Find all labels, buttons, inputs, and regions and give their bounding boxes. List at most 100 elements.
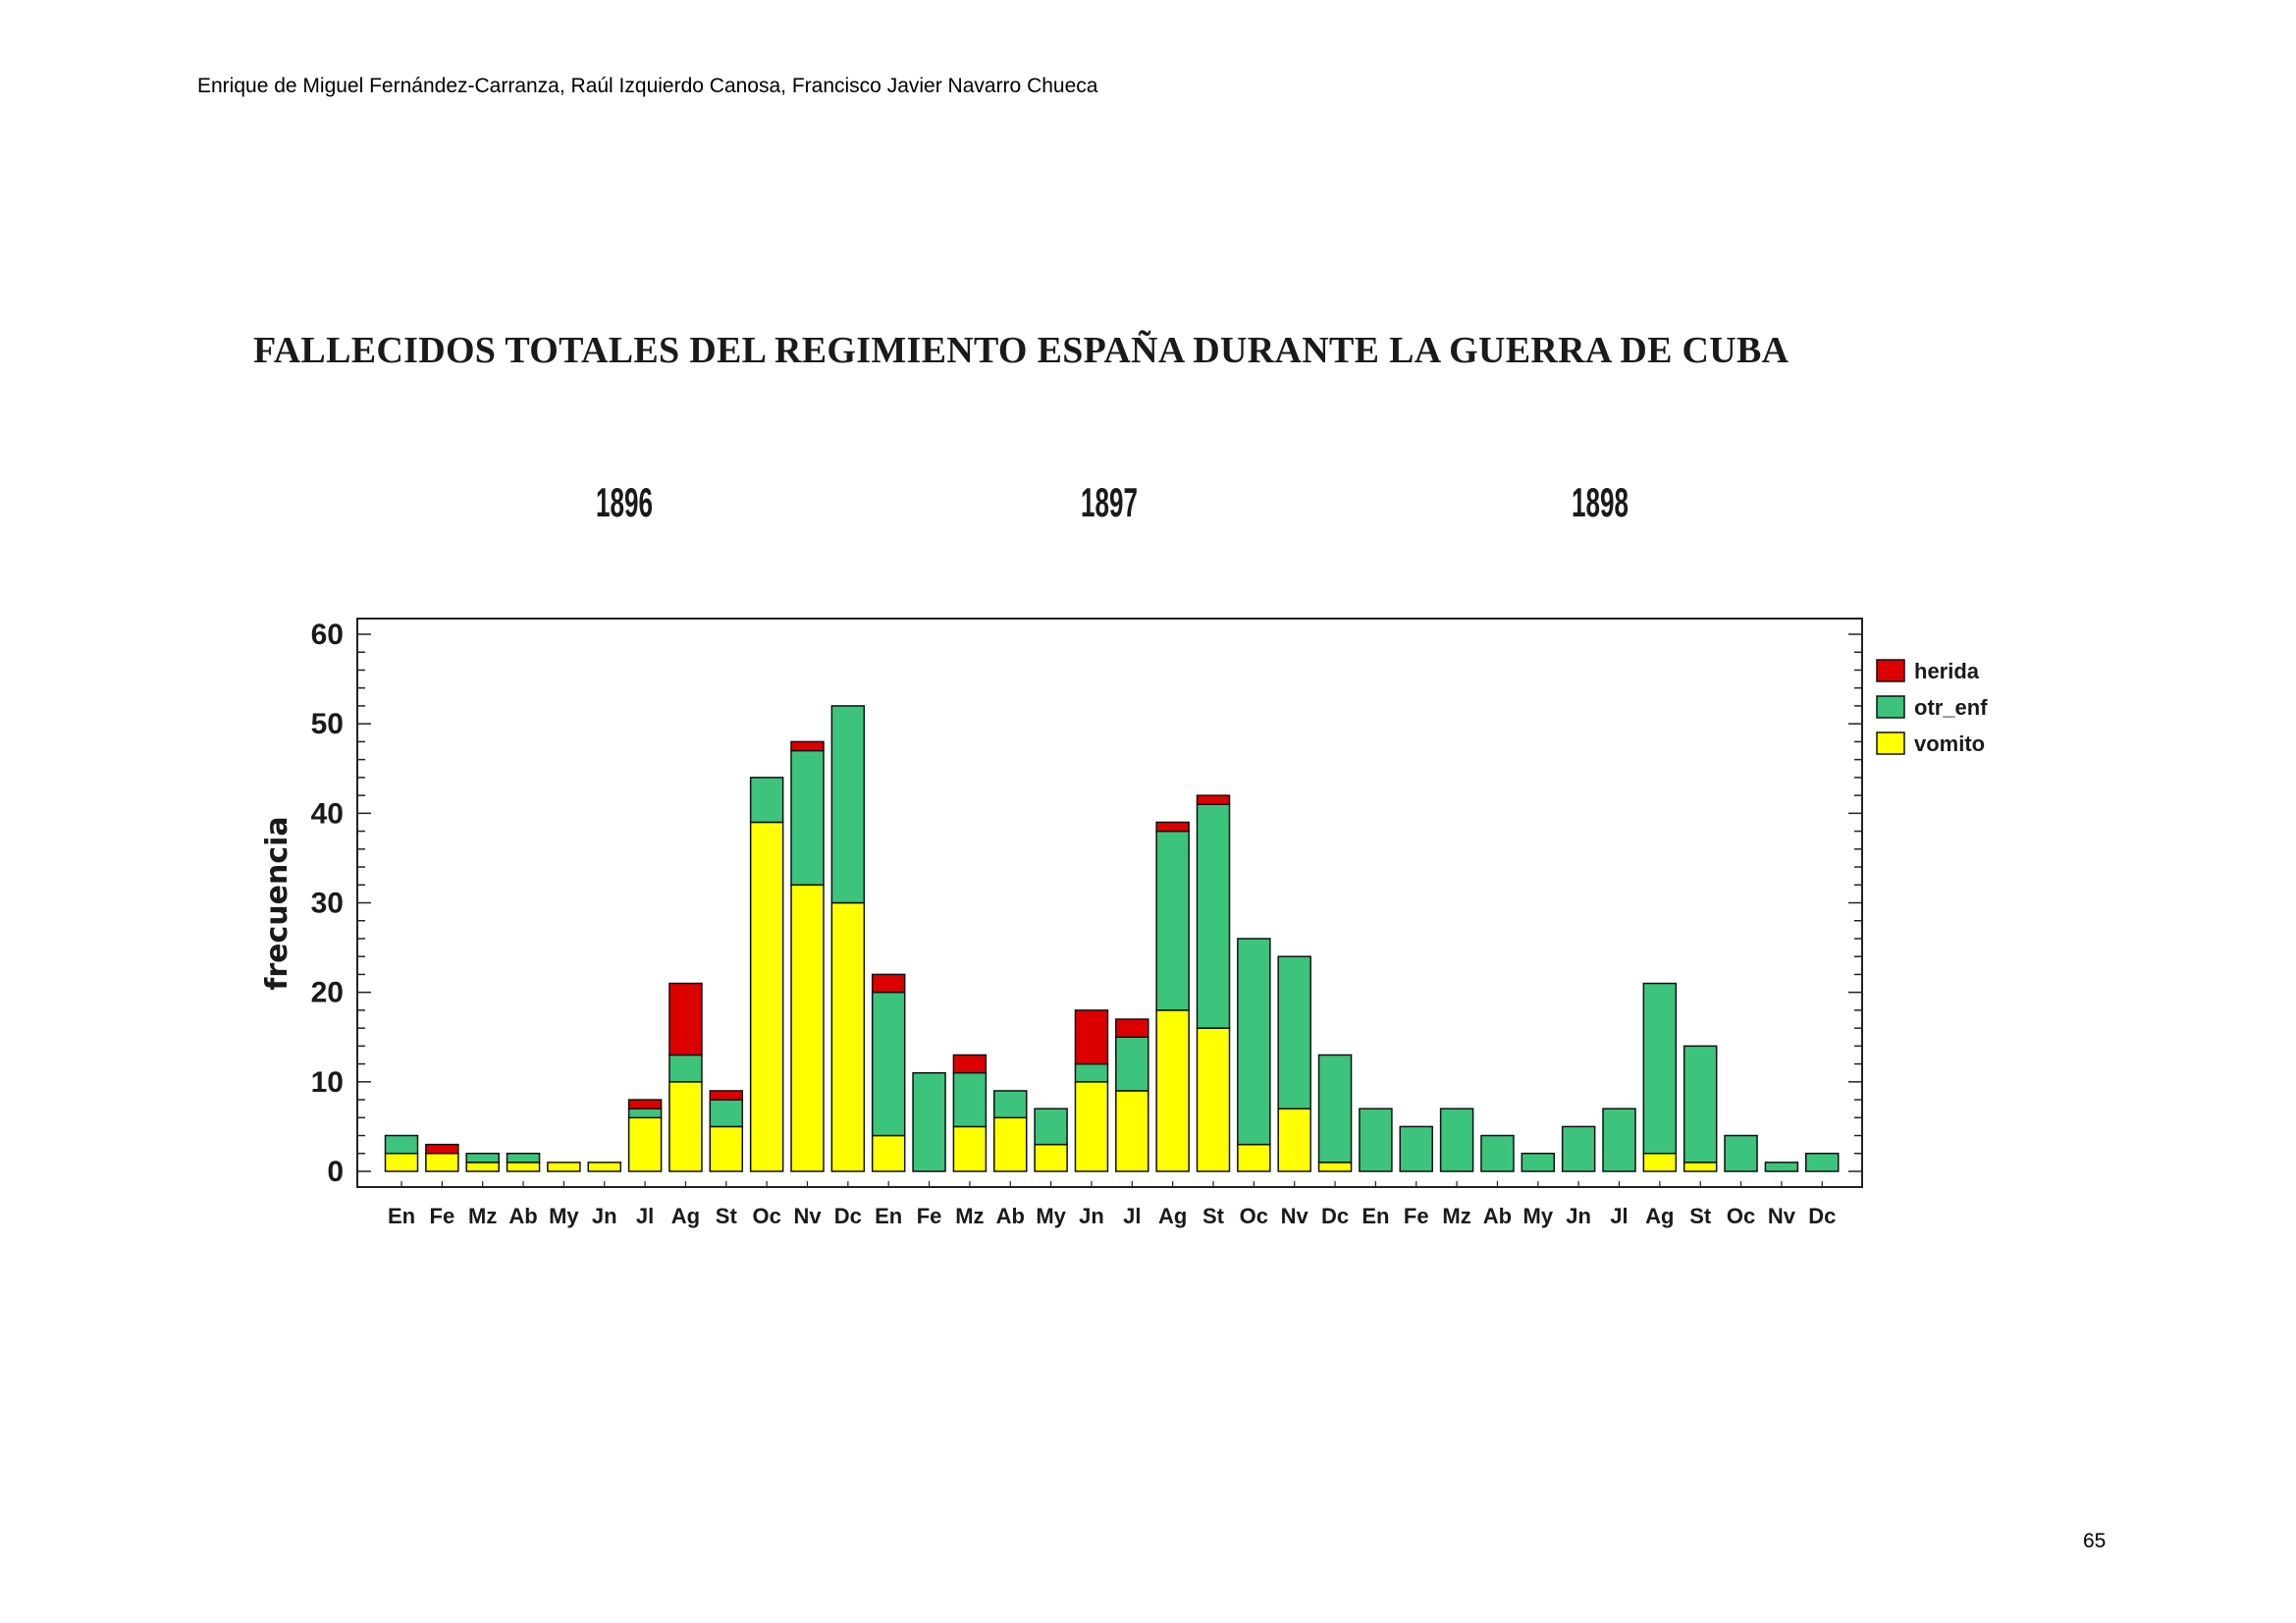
bar-herida (627, 1099, 663, 1109)
x-tick-label: En (875, 1204, 902, 1228)
bar-vomito (384, 1153, 419, 1172)
bar-vomito (709, 1125, 744, 1172)
bar-otr_enf (993, 1090, 1028, 1119)
bar-otr_enf (1277, 955, 1311, 1109)
x-tick-label: Jn (592, 1204, 617, 1228)
x-tick-label: Jl (636, 1204, 654, 1228)
x-tick-label: Ab (1483, 1204, 1512, 1228)
bar-otr_enf (871, 991, 906, 1137)
bar-vomito (952, 1125, 988, 1172)
chart-title: FALLECIDOS TOTALES DEL REGIMIENTO ESPAÑA… (253, 330, 1789, 371)
bar-otr_enf (1237, 938, 1271, 1146)
year-label-1898: 1898 (1572, 479, 1629, 525)
bar-otr_enf (830, 705, 866, 904)
bar-vomito (1115, 1090, 1149, 1172)
bar-otr_enf (1805, 1153, 1840, 1172)
x-tick-label: Nv (793, 1204, 822, 1228)
y-tick-label: 60 (311, 619, 344, 651)
bar-vomito (1277, 1108, 1311, 1172)
bar-vomito (871, 1134, 906, 1172)
x-tick-label: St (716, 1204, 738, 1228)
bar-vomito (790, 884, 825, 1172)
x-tick-label: My (1036, 1204, 1066, 1228)
x-tick-label: Oc (1240, 1204, 1268, 1228)
y-tick-label: 0 (327, 1156, 344, 1188)
bar-otr_enf (1521, 1153, 1556, 1172)
legend-label-vomito: vomito (1914, 731, 1985, 756)
bar-otr_enf (1561, 1125, 1596, 1172)
bar-otr_enf (952, 1071, 988, 1128)
bar-vomito (1642, 1153, 1678, 1172)
bar-otr_enf (1359, 1108, 1393, 1172)
bar-otr_enf (1602, 1108, 1636, 1172)
bar-otr_enf (912, 1071, 946, 1172)
y-axis-label: frecuencia (260, 816, 294, 990)
plot-frame (356, 618, 1863, 1188)
y-tick-label: 40 (311, 797, 344, 830)
bar-vomito (1074, 1081, 1109, 1172)
legend-swatch-herida (1876, 659, 1905, 682)
bar-herida (790, 740, 825, 752)
bar-vomito (1196, 1027, 1231, 1172)
y-tick-label: 20 (311, 977, 344, 1009)
bar-herida (668, 982, 703, 1056)
x-tick-label: My (1523, 1204, 1554, 1228)
bar-otr_enf (506, 1153, 541, 1163)
x-tick-label: Jl (1123, 1204, 1141, 1228)
x-tick-label: Ab (996, 1204, 1025, 1228)
bar-herida (952, 1054, 988, 1074)
bar-otr_enf (1642, 982, 1678, 1155)
x-tick-label: My (549, 1204, 579, 1228)
x-tick-label: St (1689, 1204, 1712, 1228)
year-label-1896: 1896 (596, 479, 653, 525)
legend-label-otr_enf: otr_enf (1914, 695, 1988, 720)
bar-herida (1155, 821, 1190, 833)
x-tick-label: Oc (752, 1204, 780, 1228)
x-tick-label: Ag (1645, 1204, 1674, 1228)
bar-otr_enf (1399, 1125, 1433, 1172)
bar-vomito (1237, 1143, 1271, 1172)
x-tick-label: En (1362, 1204, 1389, 1228)
bar-vomito (668, 1081, 703, 1172)
x-tick-label: Jn (1079, 1204, 1104, 1228)
x-tick-label: Jn (1566, 1204, 1591, 1228)
bar-vomito (993, 1116, 1028, 1172)
x-tick-label: Ag (671, 1204, 700, 1228)
bar-vomito (627, 1116, 663, 1172)
x-tick-label: En (388, 1204, 415, 1228)
x-tick-label: Nv (1281, 1204, 1309, 1228)
x-tick-label: Mz (468, 1204, 497, 1228)
x-tick-label: Jl (1610, 1204, 1628, 1228)
bar-otr_enf (1317, 1054, 1353, 1163)
bar-vomito (465, 1162, 500, 1172)
bar-herida (1115, 1018, 1149, 1039)
bar-vomito (749, 821, 784, 1172)
x-tick-label: Oc (1727, 1204, 1755, 1228)
x-tick-label: Dc (1808, 1204, 1836, 1228)
x-tick-label: Fe (430, 1204, 455, 1228)
bar-otr_enf (1439, 1108, 1474, 1172)
bar-vomito (830, 901, 866, 1172)
bar-vomito (1034, 1143, 1068, 1172)
bar-otr_enf (465, 1153, 500, 1163)
bar-otr_enf (709, 1099, 744, 1128)
x-tick-label: Dc (834, 1204, 862, 1228)
bar-otr_enf (1034, 1108, 1068, 1146)
year-label-1897: 1897 (1081, 479, 1138, 525)
bar-otr_enf (790, 749, 825, 887)
bar-vomito (587, 1162, 621, 1172)
bar-otr_enf (1682, 1045, 1718, 1163)
page-header-authors: Enrique de Miguel Fernández-Carranza, Ra… (197, 75, 1098, 97)
bar-vomito (1155, 1009, 1190, 1172)
bar-herida (871, 973, 906, 994)
y-tick-label: 30 (311, 888, 344, 920)
legend-swatch-vomito (1876, 731, 1905, 755)
bar-vomito (1682, 1162, 1718, 1172)
x-tick-label: Mz (1442, 1204, 1470, 1228)
bar-otr_enf (1480, 1134, 1515, 1172)
bar-vomito (1317, 1162, 1353, 1172)
legend-label-herida: herida (1914, 659, 1980, 683)
bar-herida (1074, 1009, 1109, 1065)
bar-otr_enf (1115, 1036, 1149, 1092)
